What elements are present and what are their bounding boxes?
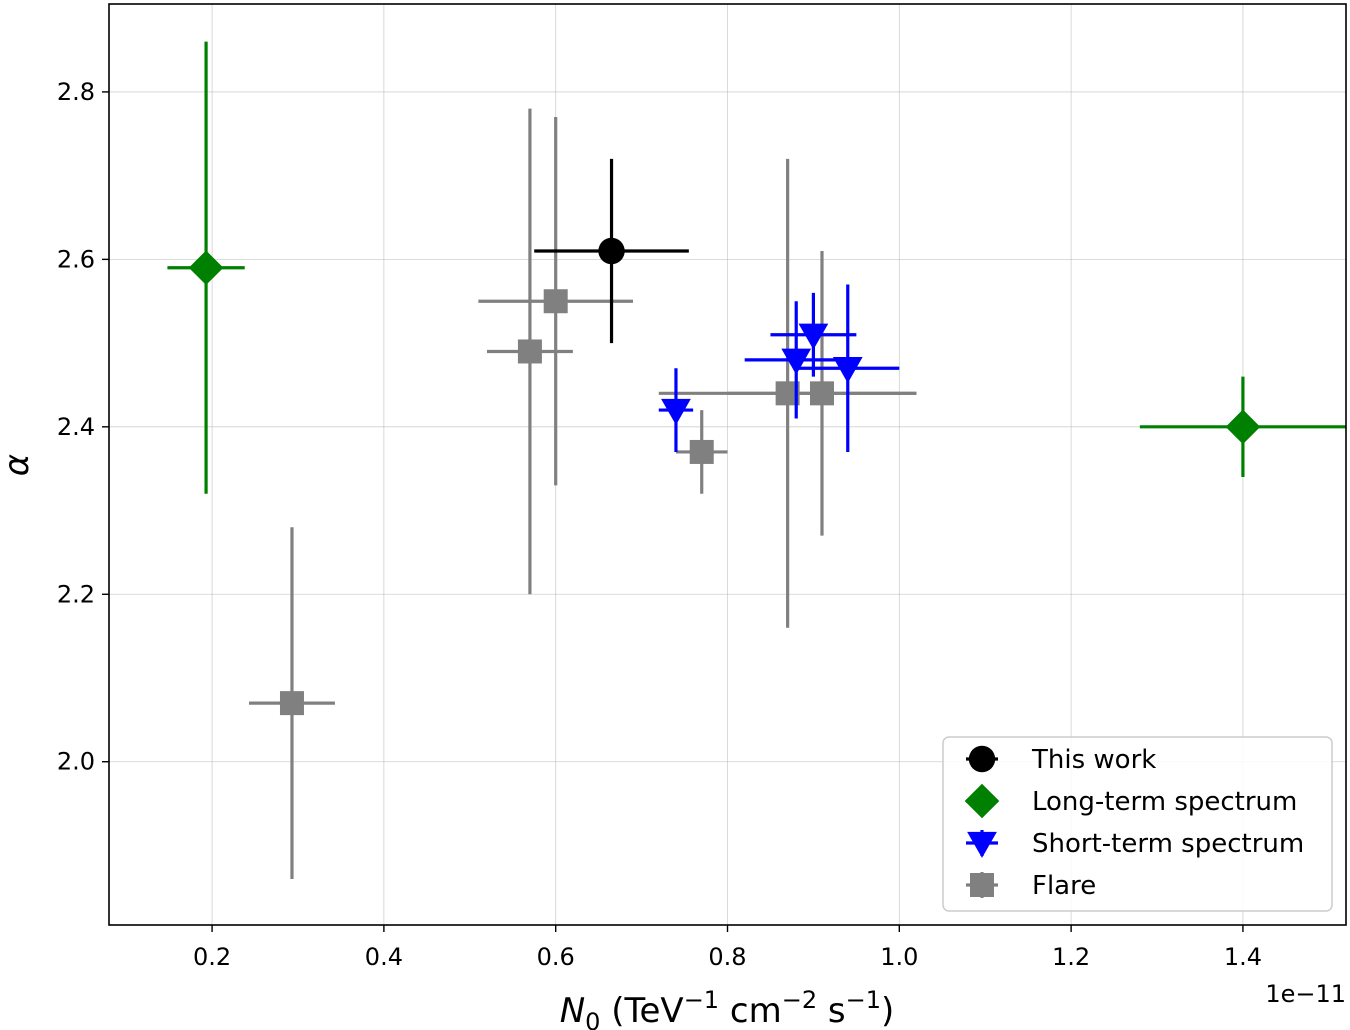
- series-short-term-spectrum: [658, 284, 900, 452]
- legend-frame: [942, 736, 1333, 912]
- data-point: [809, 381, 834, 406]
- x-tick-label: 1.0: [880, 943, 918, 971]
- series-long-term-spectrum: [167, 41, 1346, 494]
- x-tick-label: 0.2: [193, 943, 231, 971]
- x-tick-label: 0.8: [708, 943, 746, 971]
- legend-entry: This work: [966, 745, 1156, 775]
- data-point: [543, 289, 568, 314]
- y-axis-label: α: [0, 454, 37, 476]
- x-tick-label: 0.4: [365, 943, 403, 971]
- series-flare: [249, 108, 917, 879]
- data-layer: [167, 41, 1346, 879]
- data-point: [1225, 409, 1261, 445]
- legend-label: Long-term spectrum: [1032, 787, 1297, 817]
- data-point: [781, 348, 812, 375]
- data-point: [188, 250, 224, 286]
- legend-marker: [968, 745, 996, 773]
- legend-entry: Short-term spectrum: [966, 829, 1304, 859]
- data-point: [598, 237, 625, 265]
- y-tick-label: 2.8: [57, 78, 95, 106]
- data-point: [798, 323, 829, 350]
- legend-marker: [964, 783, 1000, 819]
- x-axis-offset-label: 1e−11: [1265, 980, 1346, 1008]
- legend-entry: Flare: [966, 871, 1096, 901]
- legend-label: This work: [1031, 745, 1156, 775]
- legend-marker: [967, 831, 997, 858]
- y-tick-label: 2.2: [57, 580, 95, 608]
- legend-marker: [970, 873, 994, 897]
- data-point: [279, 691, 304, 716]
- series-this-work: [534, 158, 689, 344]
- y-tick-label: 2.0: [57, 748, 95, 776]
- legend-label: Flare: [1032, 871, 1096, 901]
- y-tick-label: 2.4: [57, 413, 95, 441]
- legend-label: Short-term spectrum: [1032, 829, 1304, 859]
- axis-ticks: 0.2 0.4 0.6 0.8 1.0 1.2 1.4 2.0 2.2 2.4 2.6 2.8: [57, 78, 1262, 971]
- legend: This work Long-term spectrum Short-term sp…: [942, 736, 1333, 912]
- x-tick-label: 1.2: [1052, 943, 1090, 971]
- legend-entry: Long-term spectrum: [964, 783, 1297, 819]
- data-point: [517, 339, 542, 364]
- data-point: [689, 439, 714, 464]
- data-point: [661, 398, 691, 425]
- x-tick-label: 1.4: [1224, 943, 1262, 971]
- x-axis-label: N0 (TeV−1 cm−2 s−1): [560, 986, 895, 1030]
- x-tick-label: 0.6: [537, 943, 575, 971]
- y-tick-label: 2.6: [57, 245, 95, 273]
- data-point: [832, 357, 863, 384]
